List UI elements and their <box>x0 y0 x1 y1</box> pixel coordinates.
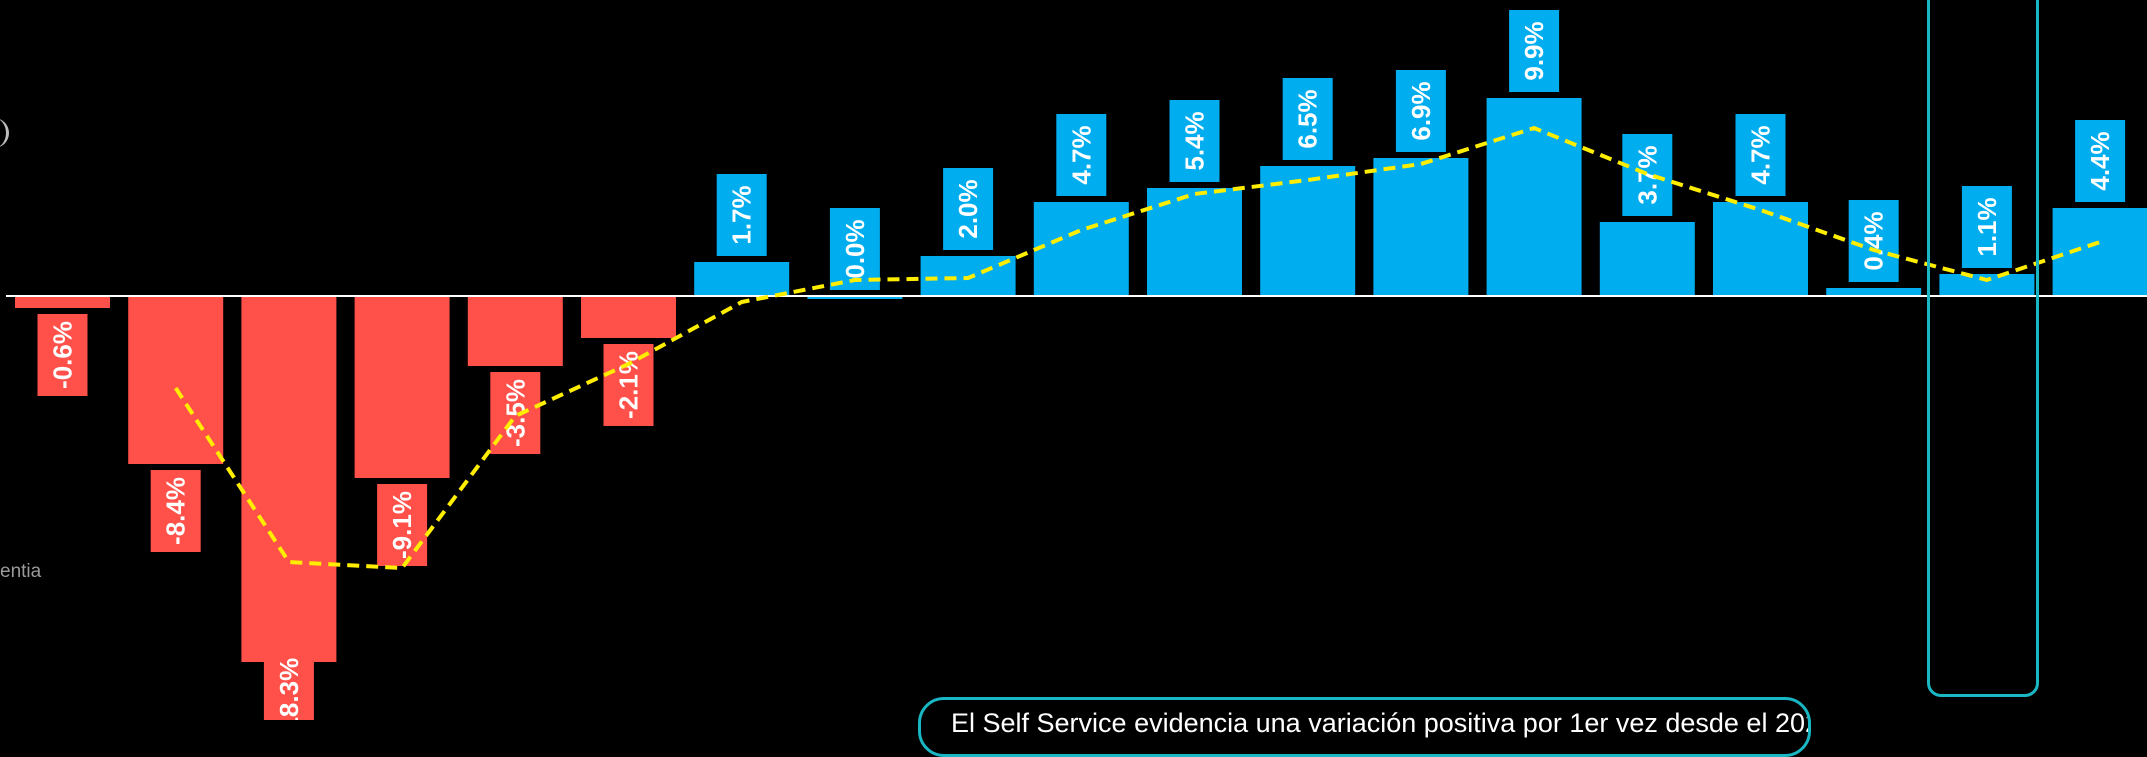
data-label-text: 4.7% <box>1066 125 1096 184</box>
data-label-box <box>1282 78 1333 160</box>
data-label-text: -18.3% <box>274 658 304 720</box>
data-label: 4.4% <box>2075 120 2126 202</box>
variation-bar-chart: -0.6%-8.4%-18.3%-9.1%-3.5% -2.1%1.7%0.0%2… <box>6 10 2147 720</box>
data-label: 3.7% <box>1622 134 1673 216</box>
data-label-box <box>1848 200 1899 282</box>
data-label: -8.4% <box>150 470 201 552</box>
data-label: 1.7% <box>716 174 767 256</box>
data-label-text: -2.1% <box>614 351 644 419</box>
callout-box: El Self Service evidencia una variación … <box>918 697 1811 757</box>
bar <box>241 296 337 662</box>
bar <box>15 296 110 308</box>
data-label: 6.9% <box>1395 70 1446 152</box>
data-label-text: 1.1% <box>1972 197 2002 256</box>
data-label: 1.1% <box>1961 186 2012 268</box>
data-label: -2.1% <box>603 344 654 426</box>
data-label-box <box>1056 114 1107 196</box>
data-label: 0.4% <box>1848 200 1899 282</box>
data-label: 2.0% <box>943 168 994 250</box>
bar <box>1599 222 1695 296</box>
data-label-text: 4.4% <box>2085 131 2115 190</box>
bar <box>1713 202 1808 296</box>
bar <box>1826 288 1922 296</box>
data-label-text: -8.4% <box>161 477 191 545</box>
data-label-box <box>1395 70 1446 152</box>
data-label-box <box>1961 186 2012 268</box>
data-label-box <box>603 344 654 426</box>
data-label-box <box>943 168 994 250</box>
bar <box>2052 208 2147 296</box>
data-label-text: -9.1% <box>387 491 417 559</box>
callout-text: El Self Service evidencia una variación … <box>951 708 1811 738</box>
data-label: -18.3% <box>263 658 314 720</box>
data-label-box <box>377 484 428 566</box>
data-label-text: 5.4% <box>1180 111 1210 170</box>
bar <box>354 296 450 478</box>
bar <box>581 296 676 338</box>
highlight-frame <box>1927 0 2039 697</box>
bar <box>467 296 563 366</box>
bar <box>1260 166 1356 296</box>
bar <box>1486 98 1582 296</box>
partial-icon <box>0 118 9 148</box>
data-label-text: 1.7% <box>727 185 757 244</box>
data-label-box <box>150 470 201 552</box>
data-label: 9.9% <box>1509 10 1560 92</box>
bar <box>807 296 903 299</box>
data-label-text: -0.6% <box>48 321 78 389</box>
data-label-box <box>1622 134 1673 216</box>
data-label-text: 2.0% <box>953 179 983 238</box>
data-label: -0.6% <box>37 314 88 396</box>
bar <box>1373 158 1469 296</box>
data-label-box <box>829 208 880 290</box>
data-label-text: 0.4% <box>1859 211 1889 270</box>
data-label: 0.0% <box>829 208 880 290</box>
data-label: 6.5% <box>1282 78 1333 160</box>
data-label: 5.4% <box>1169 100 1220 182</box>
data-label-box <box>716 174 767 256</box>
data-label-text: 0.0% <box>840 219 870 278</box>
data-label-box <box>1169 100 1220 182</box>
data-label-text: 6.9% <box>1406 81 1436 140</box>
data-label-text: 4.7% <box>1746 125 1776 184</box>
data-label-box <box>1509 10 1560 92</box>
data-label-box <box>263 658 314 720</box>
bar <box>1033 202 1129 296</box>
data-label-text: 3.7% <box>1632 145 1662 204</box>
data-label: 4.7% <box>1056 114 1107 196</box>
trend-line <box>174 126 2101 570</box>
data-label-text: 9.9% <box>1519 21 1549 80</box>
data-label-text: 6.5% <box>1293 89 1323 148</box>
data-label-box <box>2075 120 2126 202</box>
data-label-box <box>37 314 88 396</box>
data-label: 4.7% <box>1735 114 1786 196</box>
data-label-box <box>1735 114 1786 196</box>
side-note-text: entia <box>0 561 42 582</box>
bar <box>1939 274 2035 296</box>
bar <box>694 262 790 296</box>
data-label: -9.1% <box>377 484 428 566</box>
